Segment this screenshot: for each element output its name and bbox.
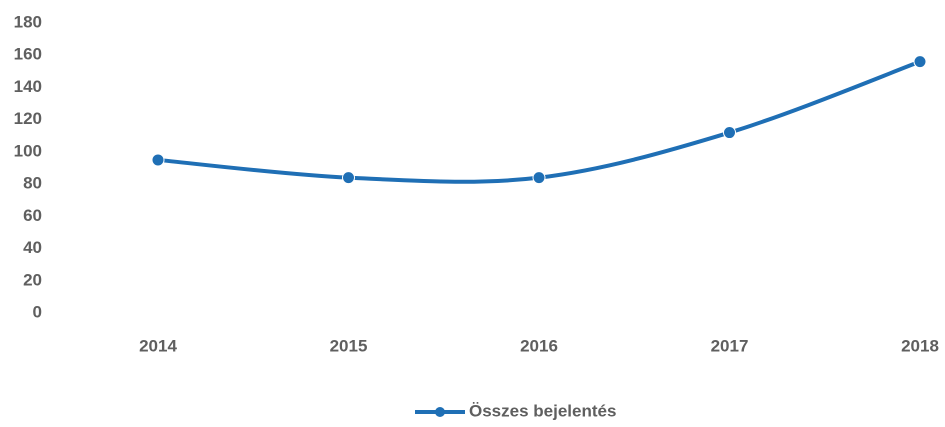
marker bbox=[342, 171, 355, 185]
marker bbox=[723, 126, 736, 140]
line bbox=[156, 59, 922, 184]
legend-marker bbox=[435, 407, 445, 417]
y-tick-label: 140 bbox=[14, 77, 42, 96]
marker bbox=[913, 55, 927, 69]
y-tick-label: 20 bbox=[23, 270, 42, 289]
marker bbox=[151, 153, 165, 167]
y-tick-label: 160 bbox=[14, 45, 42, 64]
marker bbox=[532, 171, 546, 185]
y-tick-label: 0 bbox=[33, 302, 42, 321]
x-tick-label: 2018 bbox=[901, 336, 939, 355]
y-tick-label: 60 bbox=[23, 206, 42, 225]
y-tick-label: 80 bbox=[23, 174, 42, 193]
y-tick-label: 100 bbox=[14, 141, 42, 160]
x-tick-label: 2017 bbox=[711, 336, 749, 355]
x-tick-label: 2014 bbox=[139, 336, 177, 355]
legend-label: Összes bejelentés bbox=[469, 401, 616, 420]
x-tick-label: 2016 bbox=[520, 336, 558, 355]
y-tick-label: 120 bbox=[14, 109, 42, 128]
y-tick-label: 40 bbox=[23, 238, 42, 257]
x-tick-label: 2015 bbox=[330, 336, 368, 355]
y-tick-label: 180 bbox=[14, 12, 42, 31]
